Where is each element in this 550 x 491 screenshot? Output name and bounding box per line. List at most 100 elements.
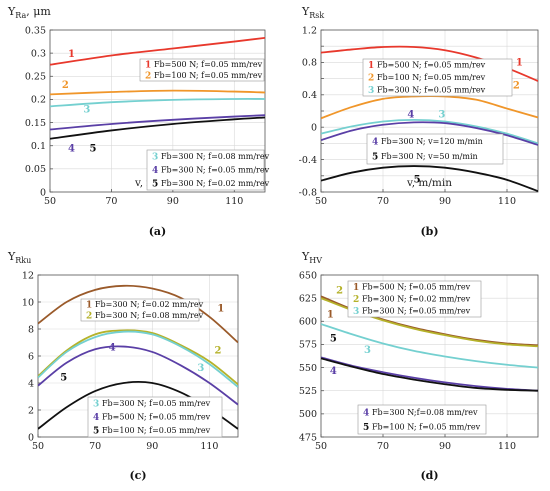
x-tick-label: 50 xyxy=(315,441,327,452)
legend-box xyxy=(146,149,265,191)
y-tick-label: 0.15 xyxy=(25,118,46,129)
y-tick-label: 0 xyxy=(311,123,317,134)
y-tick-label: 0.3 xyxy=(31,48,46,59)
legend-entry: Fb=300 N; v=50 m/min xyxy=(381,152,478,161)
chart-panel-b: -0.8 -0.4 0 0.4 0.8 1.2 50 70 90 110 v, m/min YRsk 1… xyxy=(299,5,539,238)
series-line-1 xyxy=(50,36,265,66)
legend-number: 3 xyxy=(152,153,158,163)
series-number-label: 3 xyxy=(83,104,90,115)
y-tick-label: 650 xyxy=(299,270,317,281)
y-tick-label: 625 xyxy=(299,293,317,304)
y-tick-label: 8 xyxy=(28,324,34,335)
legend-number: 2 xyxy=(86,312,92,322)
y-tick-label: 0.25 xyxy=(25,72,46,83)
legend-number: 3 xyxy=(368,86,374,96)
legend-entry: Fb=500 N; f=0.05 mm/rev xyxy=(362,283,471,292)
chart-panel-d: 475500525550575600625650507090110v, m/mi… xyxy=(299,250,539,482)
legend-entry: Fb=300 N; f=0.02 mm/rev xyxy=(95,300,204,309)
legend-box xyxy=(347,280,482,318)
series-line-5 xyxy=(321,357,538,392)
panel-label: (c) xyxy=(129,469,146,482)
series-line-2 xyxy=(38,329,238,386)
series-number-label: 2 xyxy=(215,345,222,356)
y-tick-label: 0.05 xyxy=(25,164,46,175)
series-number-label: 4 xyxy=(407,109,414,120)
series-line-2 xyxy=(321,95,538,120)
legend-number: 5 xyxy=(93,426,99,436)
legend-number: 2 xyxy=(145,72,151,82)
x-tick-label: 90 xyxy=(439,196,451,207)
series-line-5 xyxy=(321,165,538,192)
series-number-label: 2 xyxy=(62,80,69,91)
y-axis-label-main: Y xyxy=(7,5,16,18)
y-tick-label: 0 xyxy=(28,432,34,443)
x-tick-label: 110 xyxy=(200,441,218,452)
series-number-label: 4 xyxy=(330,366,337,377)
chart-panel-c: 024681012507090110v, m/minYRku123451Fb=3… xyxy=(7,250,239,482)
y-axis-label: YRku xyxy=(7,250,31,265)
y-tick-label: 600 xyxy=(299,317,317,328)
x-tick-label: 70 xyxy=(377,196,389,207)
legend-number: 1 xyxy=(145,61,151,71)
x-tick-label: 90 xyxy=(439,441,451,452)
y-axis-label: YRsk xyxy=(301,5,324,20)
y-axis-label: YRa, μm xyxy=(7,5,51,20)
series-number-label: 2 xyxy=(513,80,520,91)
legend-entry: Fb=300 N; f=0.08 mm/rev xyxy=(95,311,204,320)
x-tick-label: 90 xyxy=(167,196,179,207)
x-tick-label: 70 xyxy=(105,196,117,207)
y-tick-label: 4 xyxy=(28,378,34,389)
y-tick-label: 0.35 xyxy=(25,25,46,36)
x-tick-label: 50 xyxy=(32,441,44,452)
panel-label: (b) xyxy=(420,225,438,238)
x-tick-label: 50 xyxy=(315,196,327,207)
panel-label: (a) xyxy=(149,225,167,238)
series-number-label: 1 xyxy=(327,310,334,321)
series-number-label: 5 xyxy=(414,174,421,185)
series-line-4 xyxy=(38,345,238,406)
x-axis-label: v, m/min xyxy=(406,177,452,189)
series-number-label: 1 xyxy=(217,303,224,314)
y-tick-label: 0.8 xyxy=(302,58,317,69)
plot-frame xyxy=(49,29,266,193)
y-axis-label-sub: Rku xyxy=(15,256,31,265)
y-tick-label: 0.4 xyxy=(302,90,317,101)
series-number-label: 5 xyxy=(90,144,97,155)
series-line-4 xyxy=(321,356,538,392)
y-axis-label-main: Y xyxy=(301,250,310,263)
x-tick-label: 70 xyxy=(89,441,101,452)
legend-number: 5 xyxy=(152,179,158,189)
legend-number: 5 xyxy=(372,153,378,163)
x-tick-label: 110 xyxy=(498,441,516,452)
y-tick-label: 500 xyxy=(299,409,317,420)
y-tick-label: 0 xyxy=(40,187,46,198)
series-line-3 xyxy=(321,119,538,145)
series-number-label: 4 xyxy=(68,144,75,155)
legend-box xyxy=(80,298,200,322)
y-tick-label: 6 xyxy=(28,351,34,362)
y-tick-label: -0.8 xyxy=(299,187,317,198)
legend-entry: Fb=500 N; f=0.05 mm/rev xyxy=(102,413,211,422)
legend-entry: Fb=500 N; f=0.05 mm/rev xyxy=(377,61,486,70)
y-tick-label: 0.2 xyxy=(31,95,46,106)
legend-entry: Fb=500 N; f=0.05 mm/rev xyxy=(154,60,263,69)
legend-number: 5 xyxy=(363,423,369,433)
series-line-1 xyxy=(38,284,238,344)
series-line-5 xyxy=(50,116,265,140)
series-line-3 xyxy=(50,97,265,108)
legend-box xyxy=(87,396,223,438)
legend-number: 4 xyxy=(93,413,99,423)
y-axis-label: YHV xyxy=(301,250,322,265)
series-line-2 xyxy=(50,89,265,96)
y-tick-label: 10 xyxy=(22,297,34,308)
y-tick-label: 550 xyxy=(299,363,317,374)
y-tick-label: 0.1 xyxy=(31,141,46,152)
legend-entry: Fb=100 N; f=0.05 mm/rev xyxy=(377,73,486,82)
legend-entry: Fb=300 N; f=0.08 mm/rev xyxy=(161,152,270,161)
y-axis-label-sub: HV xyxy=(309,256,322,265)
x-tick-label: 70 xyxy=(377,441,389,452)
legend-entry: Fb=300 N; f=0.05 mm/rev xyxy=(102,399,211,408)
series-number-label: 3 xyxy=(364,345,371,356)
series-number-label: 3 xyxy=(438,109,445,120)
